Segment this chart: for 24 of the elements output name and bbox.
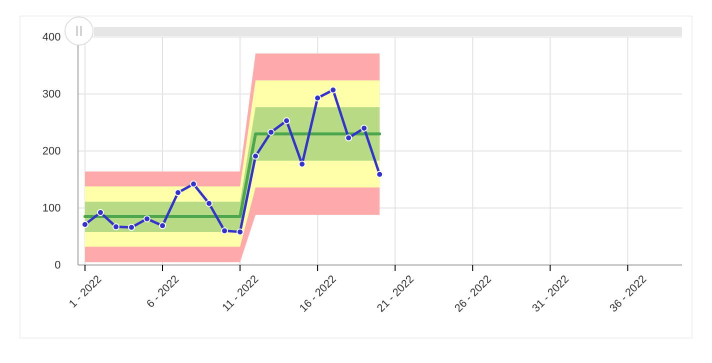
point xyxy=(206,200,213,207)
point xyxy=(268,128,275,136)
point xyxy=(174,189,182,196)
point xyxy=(112,223,120,230)
point xyxy=(376,170,384,178)
point xyxy=(236,228,244,236)
y-tick-label: 100 xyxy=(42,202,61,215)
y-tick-label: 400 xyxy=(42,32,61,44)
point xyxy=(144,215,151,222)
point xyxy=(330,86,337,94)
point xyxy=(298,160,306,168)
y-tick-label: 200 xyxy=(42,146,61,158)
point xyxy=(96,209,104,216)
point xyxy=(360,124,368,132)
y-tick-label: 300 xyxy=(42,88,61,101)
point xyxy=(190,180,198,188)
point xyxy=(345,134,352,142)
point xyxy=(283,117,290,124)
point xyxy=(159,222,166,230)
y-tick-label: 0 xyxy=(54,260,61,272)
point xyxy=(128,224,135,231)
point xyxy=(314,94,322,102)
point xyxy=(221,227,228,234)
point xyxy=(252,152,260,160)
